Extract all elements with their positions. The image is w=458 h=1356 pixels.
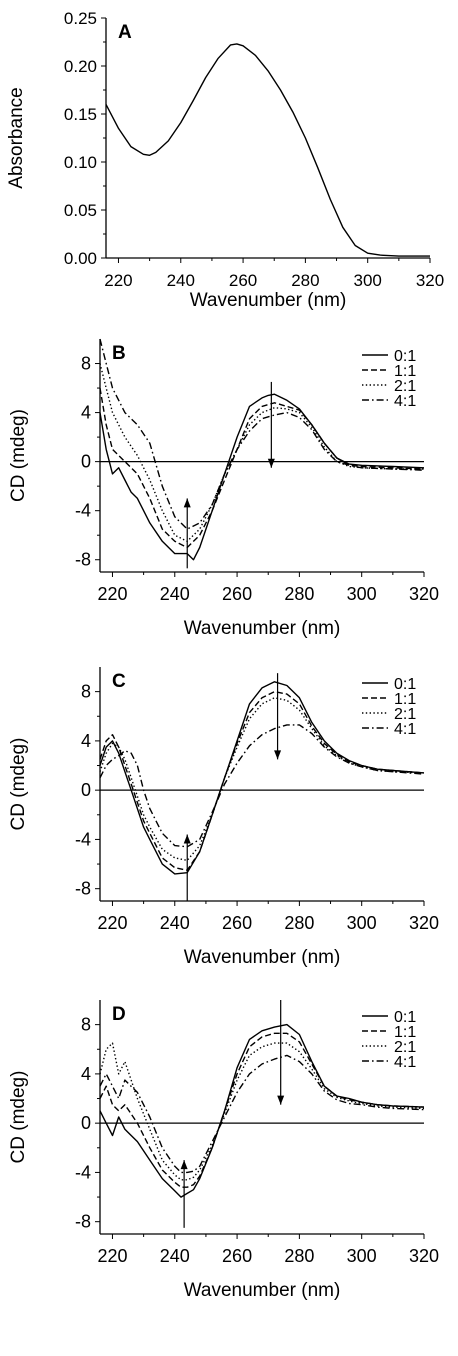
y-axis-label: Absorbance xyxy=(6,87,27,188)
arrow-head xyxy=(183,498,191,508)
series-line-1-1 xyxy=(99,1032,425,1188)
legend-label: 0:1 xyxy=(394,1009,416,1026)
series-line-2-1 xyxy=(99,697,425,862)
legend-label: 2:1 xyxy=(394,378,416,395)
y-tick-label: 4 xyxy=(81,731,91,751)
y-tick-label: 4 xyxy=(81,1064,91,1084)
y-tick-label: -4 xyxy=(75,501,91,521)
x-tick-label: 320 xyxy=(416,271,444,290)
y-tick-label: 0.15 xyxy=(64,105,97,124)
x-tick-label: 300 xyxy=(354,271,382,290)
y-tick-label: 0.25 xyxy=(64,9,97,28)
series-line-4-1 xyxy=(99,724,425,848)
series-line-2-1 xyxy=(99,1042,425,1181)
x-tick-label: 280 xyxy=(284,1246,314,1266)
legend-label: 1:1 xyxy=(394,363,416,380)
x-tick-label: 280 xyxy=(284,584,314,604)
x-tick-label: 260 xyxy=(222,584,252,604)
panel-label: A xyxy=(118,22,132,43)
legend-label: 4:1 xyxy=(394,1054,416,1071)
panel-label: C xyxy=(112,671,126,692)
y-tick-label: 8 xyxy=(81,682,91,702)
arrow-head xyxy=(274,750,282,760)
legend-label: 4:1 xyxy=(394,393,416,410)
series-line-0-1 xyxy=(99,681,425,875)
legend-label: 4:1 xyxy=(394,721,416,738)
chart-panel-d: 220 240 260 280 300 320 -8 -4 0 4 8 Wavenumber (nm)… xyxy=(8,1000,439,1301)
arrow-head xyxy=(180,1160,188,1170)
panel-label: D xyxy=(112,1004,126,1025)
y-tick-label: -4 xyxy=(75,829,91,849)
y-tick-label: -8 xyxy=(75,1212,91,1232)
y-tick-label: 0.05 xyxy=(64,201,97,220)
x-tick-label: 240 xyxy=(160,1246,190,1266)
series-line-0 xyxy=(105,43,430,257)
x-tick-label: 280 xyxy=(284,913,314,933)
y-axis-label: CD (mdeg) xyxy=(8,1071,29,1164)
y-tick-label: 8 xyxy=(81,354,91,374)
arrow-head xyxy=(183,834,191,844)
legend-label: 2:1 xyxy=(394,706,416,723)
x-tick-label: 320 xyxy=(409,1246,439,1266)
y-tick-label: -4 xyxy=(75,1162,91,1182)
y-tick-label: 0 xyxy=(81,1113,91,1133)
y-tick-label: 0.20 xyxy=(64,57,97,76)
legend-label: 2:1 xyxy=(394,1039,416,1056)
series-line-1-1 xyxy=(99,690,425,871)
y-axis-label: CD (mdeg) xyxy=(8,409,29,502)
x-tick-label: 300 xyxy=(347,584,377,604)
series-line-4-1 xyxy=(99,338,425,530)
series-line-4-1 xyxy=(99,1054,425,1174)
series-line-0-1 xyxy=(99,393,425,561)
x-tick-label: 220 xyxy=(97,1246,127,1266)
x-axis-label: Wavenumber (nm) xyxy=(190,290,347,311)
y-axis-label: CD (mdeg) xyxy=(8,738,29,831)
y-tick-label: 0 xyxy=(81,452,91,472)
x-tick-label: 300 xyxy=(347,913,377,933)
x-tick-label: 260 xyxy=(229,271,257,290)
y-tick-label: 8 xyxy=(81,1015,91,1035)
x-tick-label: 260 xyxy=(222,913,252,933)
series-line-2-1 xyxy=(99,363,424,542)
legend-label: 1:1 xyxy=(394,1024,416,1041)
x-tick-label: 240 xyxy=(160,584,190,604)
x-tick-label: 220 xyxy=(97,913,127,933)
x-tick-label: 240 xyxy=(167,271,195,290)
x-tick-label: 240 xyxy=(160,913,190,933)
arrow-head xyxy=(267,458,275,468)
panel-label: B xyxy=(112,343,126,364)
legend-label: 1:1 xyxy=(394,691,416,708)
y-tick-label: 0.10 xyxy=(64,153,97,172)
x-tick-label: 320 xyxy=(409,584,439,604)
y-tick-label: -8 xyxy=(75,879,91,899)
x-axis-label: Wavenumber (nm) xyxy=(184,618,341,639)
chart-panel-b: 220 240 260 280 300 320 -8 -4 0 4 8 Wavenumber (nm)… xyxy=(8,338,439,639)
y-tick-label: 4 xyxy=(81,403,91,423)
chart-panel-c: 220 240 260 280 300 320 -8 -4 0 4 8 Wavenumber (nm)… xyxy=(8,667,439,968)
x-tick-label: 220 xyxy=(104,271,132,290)
legend-label: 0:1 xyxy=(394,676,416,693)
y-tick-label: 0.00 xyxy=(64,249,97,268)
series-line-0-1 xyxy=(99,1023,425,1198)
x-tick-label: 320 xyxy=(409,913,439,933)
x-tick-label: 220 xyxy=(97,584,127,604)
x-tick-label: 300 xyxy=(347,1246,377,1266)
arrow-head xyxy=(277,1095,285,1105)
x-tick-label: 280 xyxy=(291,271,319,290)
legend-label: 0:1 xyxy=(394,348,416,365)
x-axis-label: Wavenumber (nm) xyxy=(184,947,341,968)
x-axis-label: Wavenumber (nm) xyxy=(184,1280,341,1301)
chart-panel-a: 220 240 260 280 300 320 0.00 0.05 0.10 0.15 0.20 0.… xyxy=(6,9,444,311)
y-tick-label: -8 xyxy=(75,550,91,570)
y-tick-label: 0 xyxy=(81,780,91,800)
x-tick-label: 260 xyxy=(222,1246,252,1266)
